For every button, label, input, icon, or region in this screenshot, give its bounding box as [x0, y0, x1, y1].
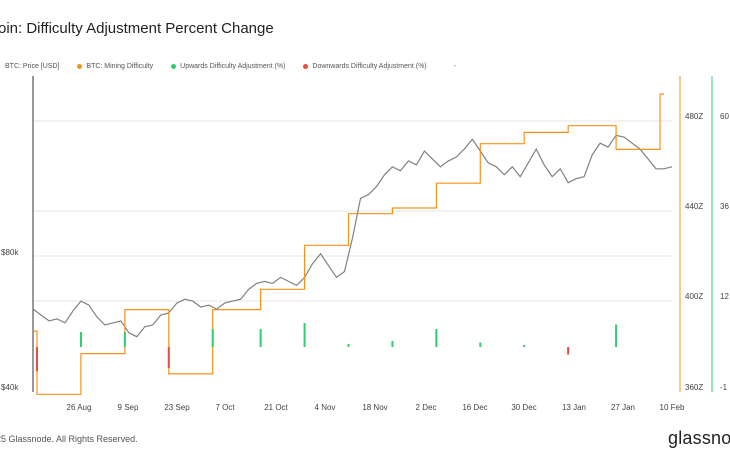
chart-title: oin: Difficulty Adjustment Percent Chang…: [0, 20, 274, 37]
y-right-adjustment-tick-0: 60: [720, 112, 729, 121]
y-right-difficulty-tick-0: 480Z: [685, 112, 703, 121]
legend-dot-extra: [444, 63, 450, 69]
downward-adjustment-bar-12: [567, 347, 570, 355]
price-series-line: [32, 134, 673, 338]
legend-dot-downwards: [303, 63, 309, 69]
y-right-difficulty-tick-3: 360Z: [685, 383, 703, 392]
upward-adjustment-bar-6: [303, 323, 306, 347]
y-right-difficulty-tick-1: 440Z: [685, 202, 703, 211]
copyright-text: 25 Glassnode. All Rights Reserved.: [0, 434, 138, 444]
x-tick-label-2: 23 Sep: [164, 403, 190, 412]
legend-dot-difficulty: [77, 63, 83, 69]
legend: BTC: Price [USD] BTC: Mining Difficulty …: [0, 63, 472, 70]
x-tick-label-3: 7 Oct: [215, 403, 235, 412]
upward-adjustment-bar-4: [211, 329, 214, 347]
x-tick-label-10: 13 Jan: [562, 403, 586, 412]
legend-label-price: BTC: Price [USD]: [5, 63, 60, 70]
legend-item-difficulty[interactable]: BTC: Mining Difficulty: [77, 63, 153, 70]
x-tick-label-12: 10 Feb: [660, 403, 685, 412]
upward-adjustment-bar-11: [523, 344, 526, 347]
y-left-tick-label-0: $80k: [1, 248, 19, 257]
legend-label-upwards: Upwards Difficulty Adjustment (%): [180, 63, 286, 70]
x-tick-label-6: 18 Nov: [362, 403, 387, 412]
x-tick-label-0: 26 Aug: [67, 403, 92, 412]
upward-adjustment-bar-7: [347, 344, 350, 347]
legend-item-extra[interactable]: -: [444, 63, 456, 70]
downward-adjustment-bar-0: [35, 347, 38, 371]
downward-adjustment-bar-3: [167, 347, 170, 368]
upward-adjustment-bar-1: [79, 332, 82, 347]
x-tick-label-7: 2 Dec: [416, 403, 437, 412]
x-tick-label-4: 21 Oct: [264, 403, 288, 412]
legend-dot-price: [0, 63, 1, 69]
upward-adjustment-bar-8: [391, 341, 394, 347]
upward-adjustment-bar-10: [479, 342, 482, 347]
legend-item-downwards[interactable]: Downwards Difficulty Adjustment (%): [303, 63, 427, 70]
x-tick-label-11: 27 Jan: [611, 403, 635, 412]
legend-item-upwards[interactable]: Upwards Difficulty Adjustment (%): [171, 63, 285, 70]
legend-label-downwards: Downwards Difficulty Adjustment (%): [312, 63, 427, 70]
x-tick-label-5: 4 Nov: [315, 403, 336, 412]
glassnode-logo: glassno: [668, 428, 730, 448]
y-right-adjustment-tick-1: 36: [720, 202, 729, 211]
legend-dot-upwards: [171, 63, 177, 69]
x-tick-label-1: 9 Sep: [118, 403, 139, 412]
y-right-difficulty-tick-2: 400Z: [685, 292, 703, 301]
legend-item-price[interactable]: BTC: Price [USD]: [0, 63, 59, 70]
legend-label-extra: -: [453, 63, 456, 70]
upward-adjustment-bar-5: [259, 329, 262, 347]
y-right-adjustment-tick-2: 12: [720, 292, 729, 301]
upward-adjustment-bar-9: [435, 329, 438, 347]
difficulty-series-line: [33, 93, 664, 395]
legend-label-difficulty: BTC: Mining Difficulty: [86, 63, 154, 70]
y-left-tick-label-1: $40k: [1, 383, 19, 392]
x-tick-label-8: 16 Dec: [462, 403, 487, 412]
upward-adjustment-bar-2: [123, 332, 126, 347]
y-right-adjustment-tick-3: -1: [720, 383, 728, 392]
x-tick-label-9: 30 Dec: [511, 403, 536, 412]
upward-adjustment-bar-13: [615, 324, 618, 347]
